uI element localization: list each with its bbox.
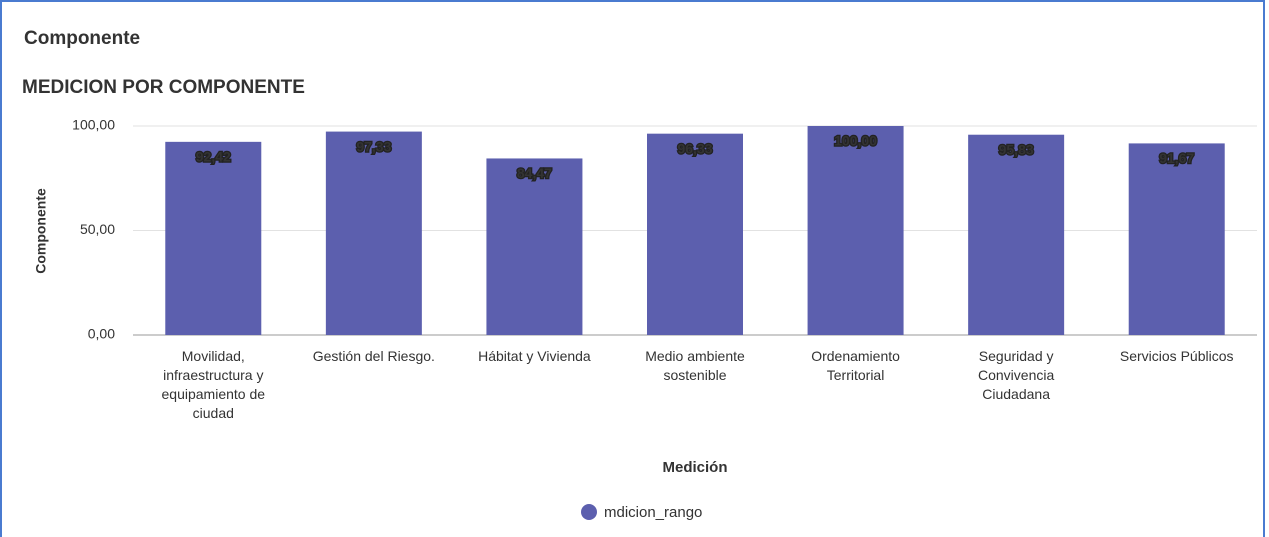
data-label: 97,33 xyxy=(356,138,391,154)
x-tick-label: Ordenamiento Territorial xyxy=(811,348,900,383)
x-tick-label: Hábitat y Vivienda xyxy=(478,348,591,364)
x-tick-label: Seguridad y Convivencia Ciudadana xyxy=(978,348,1055,402)
x-tick-label: Movilidad, infraestructura y equipamient… xyxy=(161,348,266,421)
bar xyxy=(647,133,743,335)
x-tick-label: Servicios Públicos xyxy=(1119,348,1234,364)
bar xyxy=(325,131,422,335)
y-axis-title: Componente xyxy=(33,188,49,274)
bar xyxy=(486,158,583,335)
bar xyxy=(968,134,1065,335)
data-label: 91,67 xyxy=(1159,150,1194,166)
chart-title: MEDICION POR COMPONENTE xyxy=(22,77,305,98)
legend-label: mdicion_rango xyxy=(604,504,702,521)
x-tick-label: Gestión del Riesgo. xyxy=(312,348,435,364)
y-tick-label: 50,00 xyxy=(80,221,115,237)
data-label: 95,83 xyxy=(999,141,1034,157)
x-axis-title: Medición xyxy=(662,459,727,476)
x-tick-label: Medio ambiente sostenible xyxy=(645,348,745,383)
y-tick-label: 0,00 xyxy=(88,326,115,342)
panel-title: Componente xyxy=(24,28,141,49)
legend-marker xyxy=(581,504,597,520)
bar xyxy=(165,141,262,335)
data-label: 84,47 xyxy=(517,165,552,181)
bar xyxy=(1128,143,1225,335)
data-label: 92,42 xyxy=(196,149,231,165)
data-label: 96,33 xyxy=(677,140,712,156)
y-tick-label: 100,00 xyxy=(72,117,115,133)
data-label: 100,00 xyxy=(834,133,877,149)
bar xyxy=(807,126,904,335)
